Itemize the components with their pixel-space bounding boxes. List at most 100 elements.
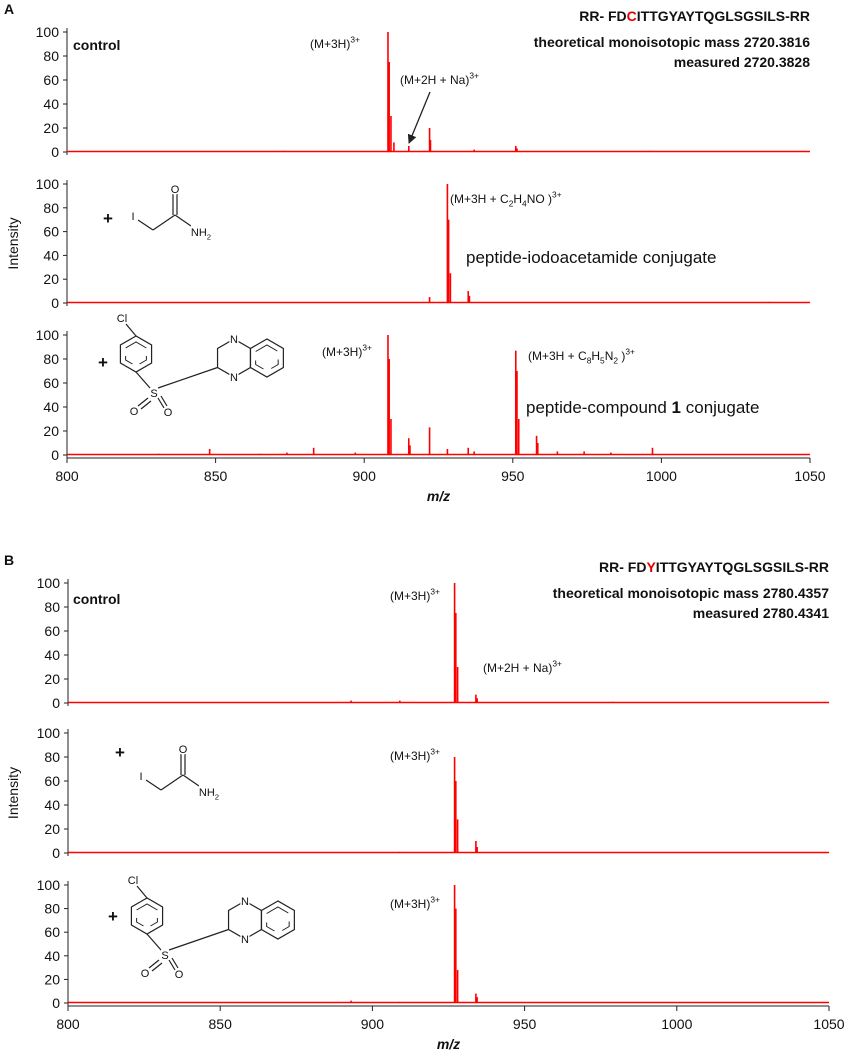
plus-sign: + (98, 353, 108, 372)
text-part: (M+3H) (310, 37, 350, 51)
text-part: (M+3H + C (450, 192, 509, 206)
y-tick-label: 80 (44, 901, 60, 917)
y-tick-label: 20 (44, 821, 60, 837)
y-tick-label: 20 (44, 671, 60, 687)
y-tick-label: 80 (44, 599, 60, 615)
y-tick-label: 0 (52, 845, 60, 861)
y-tick-label: 80 (43, 48, 59, 64)
structure (119, 323, 284, 410)
annotation: (M+3H)3+ (390, 587, 440, 603)
atom-label: N (241, 896, 249, 908)
arrow (407, 91, 431, 144)
atom-label: S (150, 388, 157, 400)
bond (151, 962, 163, 972)
text-part: (M+3H) (390, 589, 430, 603)
text-part: (M+3H) (390, 897, 430, 911)
text-part: conjugate (681, 398, 759, 417)
x-tick-label: 950 (501, 468, 525, 484)
text-part: O (171, 184, 180, 196)
ring-inner (125, 341, 147, 367)
text-part: 2 (509, 199, 514, 209)
atom-label: Cl (117, 313, 127, 325)
x-tick-label: 800 (55, 468, 79, 484)
text-part: 2 (613, 356, 618, 366)
text-part: ITTGYAYTQGLSGSILS-RR (637, 8, 810, 24)
text-part: I (131, 211, 134, 223)
bond (168, 928, 229, 951)
bond (157, 366, 218, 389)
text-part: 1 (672, 398, 681, 417)
text-part: 3+ (430, 747, 440, 757)
text-part: control (73, 591, 120, 607)
y-tick-label: 100 (37, 725, 61, 741)
annotation: (M+2H + Na)3+ (483, 659, 562, 675)
text-part: 2 (215, 792, 219, 801)
y-tick-label: 80 (43, 200, 59, 216)
text-part: 3+ (469, 71, 479, 81)
annotation: (M+3H)3+ (322, 343, 372, 359)
text-part: 3+ (625, 347, 635, 357)
plus-sign: + (115, 743, 125, 762)
y-tick-label: 60 (44, 623, 60, 639)
bond (182, 774, 200, 787)
text-part: 5 (600, 356, 605, 366)
bond (137, 397, 149, 407)
text-part: (M+3H) (322, 345, 362, 359)
panel-label: B (4, 552, 14, 568)
mass-note: measured 2720.3828 (674, 54, 810, 70)
text-part: 8 (587, 356, 592, 366)
y-tick-label: 20 (43, 271, 59, 287)
text-part: N (605, 349, 614, 363)
ring (260, 900, 295, 940)
annotation: (M+2H + Na)3+ (400, 71, 479, 87)
y-tick-label: 20 (44, 971, 60, 987)
y-tick-label: 40 (44, 948, 60, 964)
atom-label: S (161, 950, 168, 962)
y-tick-label: 40 (43, 96, 59, 112)
ring (119, 335, 153, 373)
text-part: 3+ (552, 659, 562, 669)
ring-inner (255, 344, 279, 372)
x-tick-label: 800 (56, 1016, 80, 1032)
atom-label: O (164, 407, 173, 419)
ring (130, 897, 164, 935)
peptide-sequence: RR- FDYITTGYAYTQGLSGSILS-RR (599, 559, 829, 575)
mass-note: theoretical monoisotopic mass 2720.3816 (534, 34, 810, 50)
text-part: 3+ (350, 35, 360, 45)
annotation: peptide-iodoacetamide conjugate (466, 248, 716, 267)
peptide-sequence: RR- FDCITTGYAYTQGLSGSILS-RR (579, 8, 810, 24)
ring-inner (136, 903, 158, 929)
y-tick-label: 80 (44, 749, 60, 765)
text-part: 3+ (362, 343, 372, 353)
atom-label: O (141, 968, 150, 980)
y-tick-label: 40 (44, 797, 60, 813)
atom-label: NH2 (191, 227, 211, 241)
bond (152, 214, 176, 231)
text-part: N (230, 372, 238, 384)
y-tick-label: 100 (36, 327, 60, 343)
bond (140, 400, 152, 410)
bond (160, 395, 168, 407)
text-part: (M+2H + Na) (483, 661, 552, 675)
atom-label: I (131, 211, 134, 223)
atom-label: Cl (128, 875, 138, 887)
bond (157, 397, 165, 409)
text-part: RR- FD (579, 8, 626, 24)
atom-label: O (171, 184, 180, 196)
text-part: C (627, 8, 637, 24)
y-axis-label: Intensity (5, 217, 21, 269)
y-tick-label: 80 (43, 351, 59, 367)
bond (160, 774, 184, 791)
atom-label: NH2 (199, 787, 219, 801)
x-tick-label: 850 (204, 468, 228, 484)
bond (174, 214, 192, 227)
text-part: N (241, 896, 249, 908)
annotation: peptide-compound 1 conjugate (526, 398, 759, 417)
text-part: (M+3H + C (528, 349, 587, 363)
x-tick-label: 1000 (646, 468, 677, 484)
y-tick-label: 100 (36, 176, 60, 192)
x-tick-label: 1050 (794, 468, 825, 484)
text-part: I (139, 771, 142, 783)
text-part: O (141, 968, 150, 980)
